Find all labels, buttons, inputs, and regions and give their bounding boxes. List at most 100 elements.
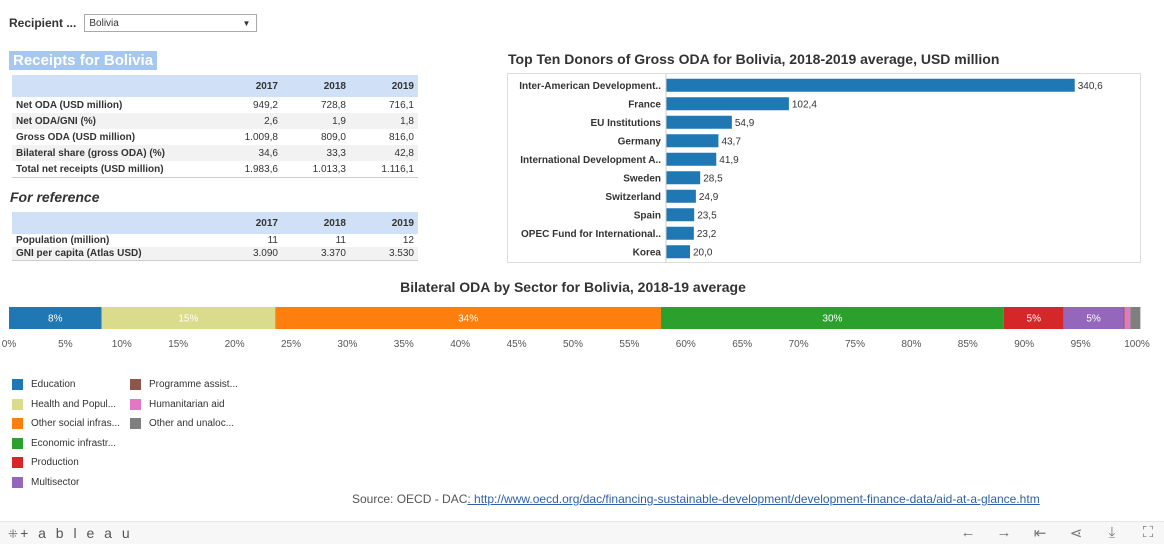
legend-item[interactable]: Other and unaloc... [130, 414, 238, 434]
sector-tick-label: 30% [337, 339, 357, 350]
sector-segment-label: 15% [178, 314, 198, 325]
sector-segment [1003, 307, 1064, 329]
source-note: Source: OECD - DAC: http://www.oecd.org/… [352, 492, 1040, 506]
row-label: Bilateral share (gross ODA) (%) [12, 145, 214, 161]
donor-value-label: 102,4 [792, 99, 817, 110]
donor-bar [666, 171, 701, 185]
sector-segment [1124, 307, 1131, 329]
sector-tick-label: 0% [2, 339, 17, 350]
donor-label: Switzerland [605, 192, 661, 203]
legend-item[interactable]: Economic infrastr... [12, 434, 120, 454]
sector-tick-label: 5% [58, 339, 73, 350]
recipient-dropdown[interactable]: Bolivia ▼ [84, 14, 258, 32]
sector-segment [1063, 307, 1124, 329]
legend-label: Education [31, 379, 76, 391]
footer-toolbar: ← → ⇤ ⋖ ⤓ ⛶ [958, 524, 1158, 542]
source-link[interactable]: : http://www.oecd.org/dac/financing-sust… [467, 492, 1040, 506]
sector-chart-title: Bilateral ODA by Sector for Bolivia, 201… [400, 279, 746, 295]
donor-bar [666, 189, 696, 203]
legend-swatch [12, 457, 23, 469]
legend-item[interactable]: Multisector [12, 473, 120, 493]
receipts-col-header: 2017 [214, 75, 282, 97]
sector-tick-label: 75% [845, 339, 865, 350]
donor-chart-title: Top Ten Donors of Gross ODA for Bolivia,… [508, 51, 1000, 67]
row-label: Total net receipts (USD million) [12, 161, 214, 178]
donor-bar [666, 152, 717, 166]
row-value: 11 [267, 235, 278, 246]
legend-label: Multisector [31, 476, 80, 488]
sector-legend-col1: Education Health and Popul... Other soci… [12, 375, 120, 492]
reference-table: 2017 2018 2019 Population (million) 11 1… [12, 212, 418, 261]
redo-icon[interactable]: → [996, 524, 1012, 541]
legend-item[interactable]: Other social infras... [12, 414, 120, 434]
legend-label: Economic infrastr... [31, 437, 117, 449]
receipts-row: Bilateral share (gross ODA) (%) 34,6 33,… [12, 145, 418, 161]
sector-tick-label: 20% [225, 339, 245, 350]
receipts-header-row: 2017 2018 2019 [12, 75, 418, 97]
donor-bar [666, 97, 789, 111]
receipts-row: Net ODA/GNI (%) 2,6 1,9 1,8 [12, 113, 418, 129]
row-value: 728,8 [320, 99, 346, 111]
sector-tick-label: 80% [901, 339, 921, 350]
sector-tick-label: 40% [450, 339, 470, 350]
reference-col-header: 2018 [282, 212, 350, 234]
legend-swatch [12, 398, 23, 410]
donor-label: OPEC Fund for International.. [521, 229, 661, 240]
sector-tick-label: 55% [619, 339, 639, 350]
legend-item[interactable]: Health and Popul... [12, 395, 120, 415]
receipts-col-header: 2018 [282, 75, 350, 97]
download-icon[interactable]: ⤓ [1108, 524, 1116, 541]
row-value: 33,3 [282, 145, 350, 161]
filter-label: Recipient ... [9, 16, 77, 30]
sector-segment [101, 307, 276, 329]
row-value: 1,8 [350, 113, 418, 129]
recipient-filter: Recipient ... Bolivia ▼ [9, 14, 258, 32]
legend-label: Production [31, 457, 79, 469]
row-label: Gross ODA (USD million) [16, 131, 136, 143]
legend-label: Other social infras... [31, 418, 120, 430]
legend-swatch [12, 379, 23, 391]
sector-segment-label: 5% [1086, 314, 1101, 325]
fullscreen-icon[interactable]: ⛶ [1142, 524, 1154, 541]
donor-chart: Inter-American Development.. 340,6 France 1… [507, 73, 1141, 263]
row-label: Population (million) [16, 235, 110, 246]
sector-segment [1123, 307, 1125, 329]
donor-bar [666, 208, 695, 222]
row-value: 2,6 [214, 113, 282, 129]
legend-item[interactable]: Programme assist... [130, 375, 238, 395]
sector-tick-label: 70% [789, 339, 809, 350]
reference-row: GNI per capita (Atlas USD) 3.090 3.370 3… [12, 247, 418, 261]
sector-segment [275, 307, 661, 329]
receipts-table: 2017 2018 2019 Net ODA (USD million) 949… [12, 75, 418, 178]
tableau-logo[interactable]: ⁜ + a b l e a u [8, 525, 133, 541]
donor-value-label: 20,0 [693, 247, 713, 258]
legend-label: Humanitarian aid [149, 398, 225, 410]
reference-col-header: 2017 [214, 212, 282, 234]
undo-icon[interactable]: ← [960, 524, 976, 541]
row-label: Net ODA (USD million) [16, 99, 123, 111]
receipts-title: Receipts for Bolivia [9, 51, 158, 70]
sector-tick-label: 90% [1014, 339, 1034, 350]
legend-item[interactable]: Education [12, 375, 120, 395]
share-icon[interactable]: ⋖ [1069, 525, 1083, 542]
row-value: 3.090 [214, 247, 282, 261]
legend-item[interactable]: Humanitarian aid [130, 395, 238, 415]
revert-icon[interactable]: ⇤ [1033, 525, 1047, 542]
donor-label: France [628, 99, 661, 110]
sector-segment-label: 30% [822, 314, 842, 325]
row-value: 11 [335, 235, 346, 246]
row-value: 12 [402, 235, 414, 246]
row-value: 3.370 [282, 247, 350, 261]
row-value: 42,8 [350, 145, 418, 161]
receipts-row: Total net receipts (USD million) 1.983,6… [12, 161, 418, 178]
row-value: 1.983,6 [214, 161, 282, 178]
legend-label: Other and unaloc... [149, 418, 235, 430]
legend-item[interactable]: Production [12, 453, 120, 473]
row-value: 1.013,3 [282, 161, 350, 178]
receipts-row: Net ODA (USD million) 949,2 728,8 716,1 [12, 97, 418, 113]
donor-value-label: 43,7 [721, 136, 741, 147]
row-value: 1.116,1 [350, 161, 418, 178]
row-value: 949,2 [252, 99, 278, 111]
sector-segment [9, 307, 102, 329]
donor-bar [666, 78, 1075, 92]
